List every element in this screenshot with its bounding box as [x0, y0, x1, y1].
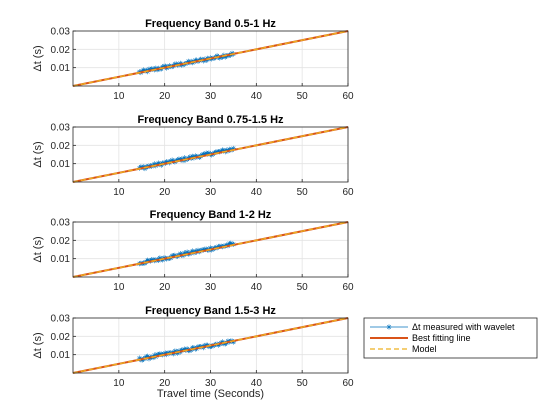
model-line	[72, 221, 349, 278]
y-tick-label: 0.01	[51, 350, 71, 361]
x-tick-label: 10	[113, 187, 125, 198]
x-tick-label: 40	[251, 91, 263, 102]
y-tick-label: 0.01	[51, 254, 71, 265]
x-tick-label: 30	[205, 378, 217, 389]
x-tick-label: 30	[205, 282, 217, 293]
x-tick-label: 60	[342, 282, 354, 293]
y-tick-label: 0.03	[51, 27, 71, 38]
x-tick-label: 30	[205, 91, 217, 102]
y-axis-label: Δt (s)	[32, 332, 44, 358]
x-tick-label: 50	[297, 187, 309, 198]
x-tick-label: 20	[159, 282, 171, 293]
x-tick-label: 40	[251, 187, 263, 198]
y-tick-label: 0.02	[51, 141, 71, 152]
legend-label: Model	[412, 344, 437, 354]
x-tick-label: 20	[159, 378, 171, 389]
y-tick-label: 0.03	[51, 314, 71, 325]
y-tick-label: 0.02	[51, 45, 71, 56]
legend-label: Best fitting line	[412, 333, 471, 343]
model-line	[72, 317, 349, 374]
subplot-title: Frequency Band 1.5-3 Hz	[145, 305, 276, 317]
y-tick-label: 0.01	[51, 159, 71, 170]
y-tick-label: 0.02	[51, 236, 71, 247]
x-tick-label: 20	[159, 187, 171, 198]
x-tick-label: 50	[297, 378, 309, 389]
y-tick-label: 0.03	[51, 123, 71, 134]
x-tick-label: 60	[342, 187, 354, 198]
model-line	[72, 30, 349, 87]
subplot-title: Frequency Band 0.5-1 Hz	[145, 18, 276, 30]
legend-item: Model	[370, 344, 437, 354]
y-tick-label: 0.03	[51, 218, 71, 229]
x-tick-label: 20	[159, 91, 171, 102]
y-axis-label: Δt (s)	[32, 45, 44, 71]
legend-item: Best fitting line	[370, 333, 471, 343]
subplot-title: Frequency Band 1-2 Hz	[150, 209, 272, 221]
y-axis-label: Δt (s)	[32, 141, 44, 167]
x-tick-label: 10	[113, 282, 125, 293]
x-tick-label: 10	[113, 378, 125, 389]
x-tick-label: 40	[251, 282, 263, 293]
legend-item: Δt measured with wavelet	[370, 322, 515, 332]
legend-marker	[386, 324, 392, 330]
model-line	[72, 126, 349, 183]
x-tick-label: 50	[297, 91, 309, 102]
x-tick-label: 50	[297, 282, 309, 293]
x-axis-label: Travel time (Seconds)	[157, 388, 264, 400]
x-tick-label: 30	[205, 187, 217, 198]
y-tick-label: 0.02	[51, 332, 71, 343]
subplot-2: 10 20 30 40 50 60 0.01 0.02 0.03 Frequency Band 0…	[32, 114, 354, 198]
y-axis-label: Δt (s)	[32, 236, 44, 262]
x-tick-label: 40	[251, 378, 263, 389]
x-tick-label: 60	[342, 91, 354, 102]
y-tick-label: 0.01	[51, 63, 71, 74]
subplot-4: 10 20 30 40 50 60 0.01 0.02 0.03 Frequency Band 1…	[32, 305, 354, 400]
legend-label: Δt measured with wavelet	[412, 322, 515, 332]
subplot-title: Frequency Band 0.75-1.5 Hz	[137, 114, 284, 126]
subplot-3: 10 20 30 40 50 60 0.01 0.02 0.03 Frequency Band 1…	[32, 209, 354, 293]
subplot-1: 10 20 30 40 50 60 0.01 0.02 0.03 Frequency Band 0…	[32, 18, 354, 102]
x-tick-label: 60	[342, 378, 354, 389]
x-tick-label: 10	[113, 91, 125, 102]
